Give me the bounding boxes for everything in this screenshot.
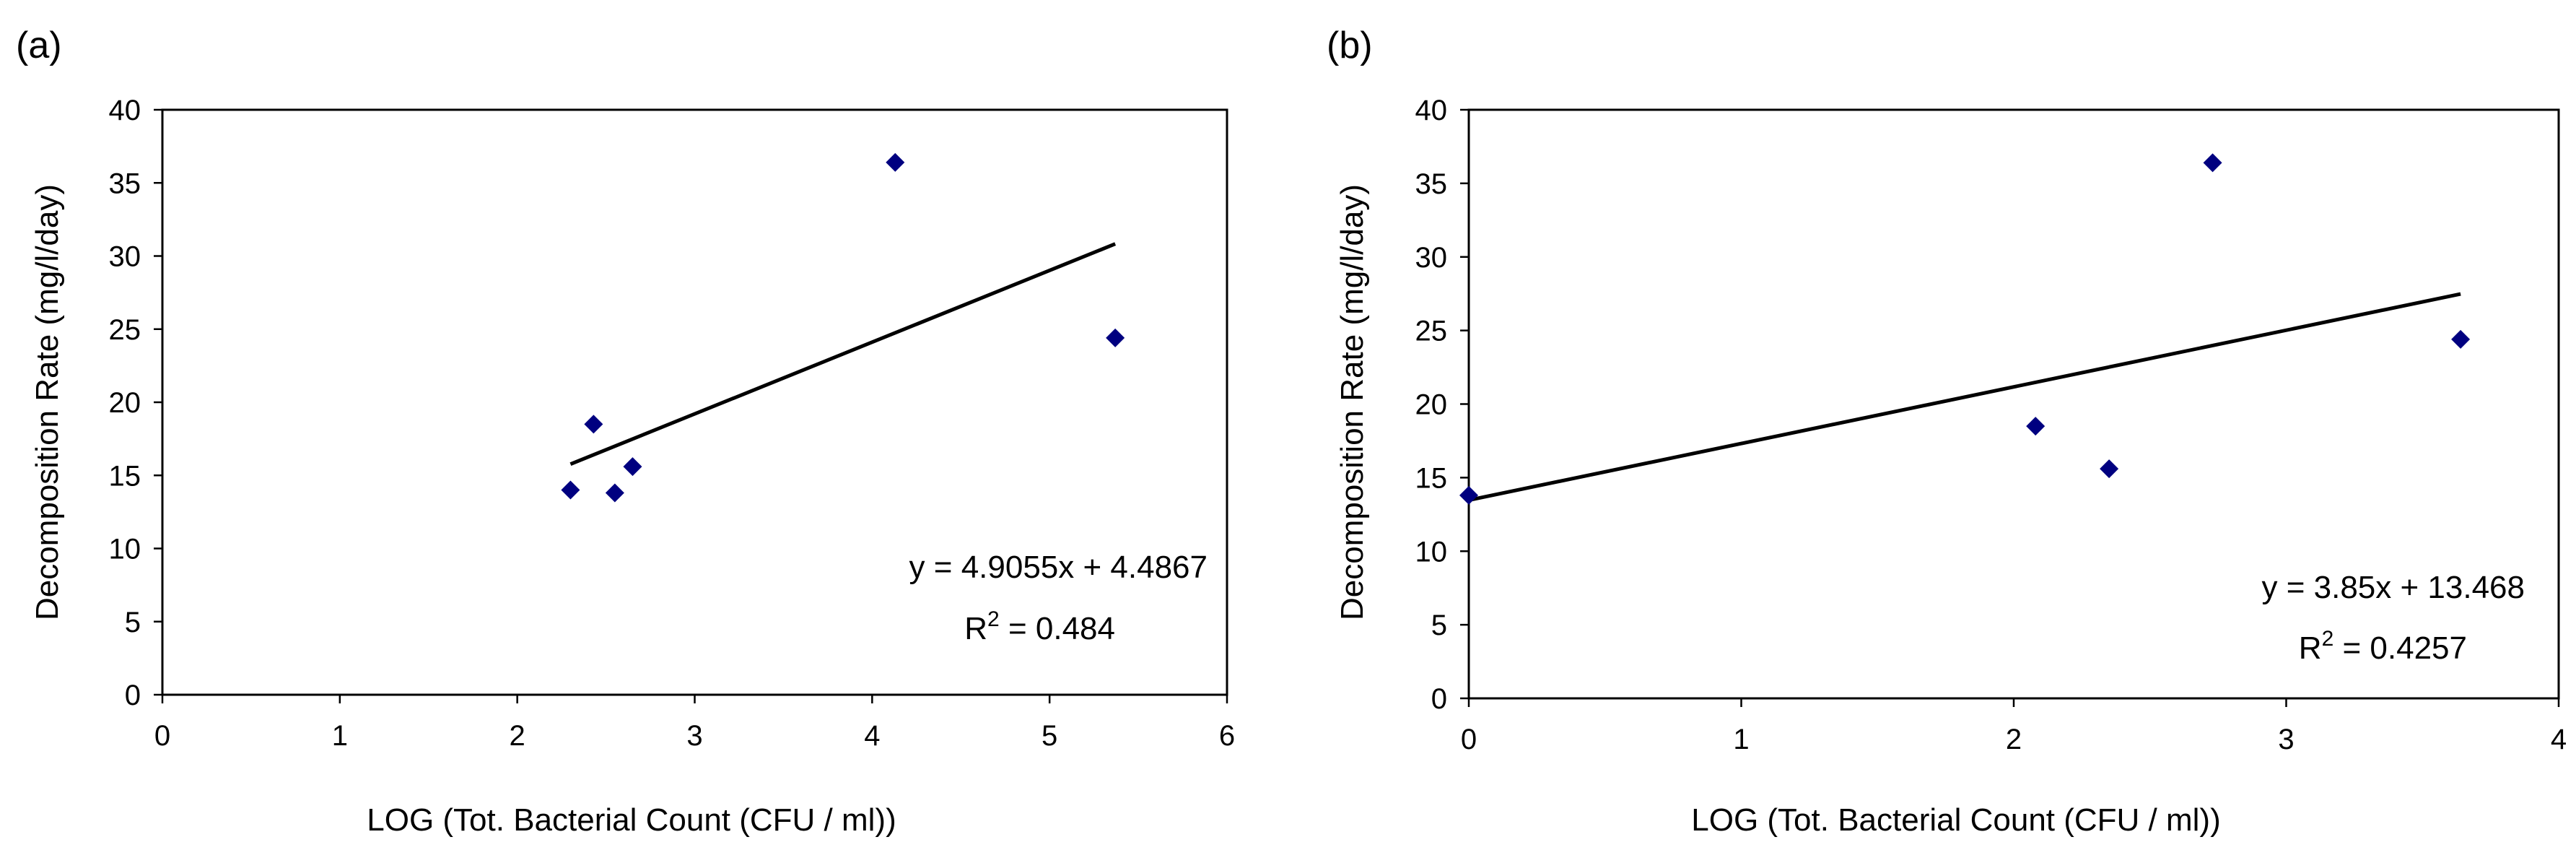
x-tick-label: 3: [2278, 724, 2294, 755]
y-tick-label: 20: [1415, 389, 1448, 421]
axis-ticks: 0 5 10 15 20 25 30 35 40 0 1 2 3 4 5 6: [109, 95, 1236, 752]
y-tick-label: 35: [1415, 168, 1448, 200]
x-tick-label: 1: [1733, 724, 1749, 755]
y-tick-label: 0: [1431, 683, 1447, 715]
plot-area: [1467, 108, 2560, 700]
y-tick-label: 35: [109, 168, 141, 199]
y-tick-label: 40: [1415, 95, 1448, 126]
trendline: [1468, 292, 2461, 503]
r-squared-superscript: 2: [987, 607, 1000, 631]
x-tick-label: 3: [686, 720, 702, 752]
y-tick-label: 5: [125, 607, 141, 638]
y-tick-label: 15: [1415, 462, 1448, 494]
data-point: [2203, 153, 2222, 173]
x-tick-label: 2: [2006, 724, 2022, 755]
data-point: [605, 483, 624, 503]
r-squared-symbol: R: [964, 611, 987, 646]
y-tick-label: 25: [1415, 316, 1448, 347]
data-point: [886, 152, 905, 172]
data-point: [584, 415, 603, 434]
y-tick-label: 30: [109, 241, 141, 273]
y-axis-label: Decomposition Rate (mg/l/day): [30, 184, 65, 620]
data-marks: [561, 152, 1125, 503]
x-tick-label: 5: [1042, 720, 1057, 752]
x-tick-label: 2: [510, 720, 525, 752]
x-axis-label: LOG (Tot. Bacterial Count (CFU / ml)): [1691, 802, 2220, 838]
y-tick-label: 10: [1415, 536, 1448, 568]
trendline-equation: y = 3.85x + 13.468: [2261, 570, 2525, 605]
r-squared-symbol: R: [2299, 630, 2322, 666]
chart-panel-a: (a) 0 5 10 15 20 25 30 35 40 0 1 2 3 4 5 6 LOG (Tot. Ba…: [16, 25, 1235, 838]
panel-label: (a): [16, 25, 62, 66]
y-axis-label: Decomposition Rate (mg/l/day): [1335, 184, 1370, 620]
x-tick-label: 6: [1219, 720, 1235, 752]
trendline-equation: y = 4.9055x + 4.4867: [909, 550, 1208, 585]
chart-panel-b: (b) 0 5 10 15 20 25 30 35 40 0 1 2 3 4 LOG (Tot. Bact…: [1327, 25, 2567, 838]
x-tick-label: 0: [154, 720, 170, 752]
plot-area: [161, 108, 1228, 696]
axis-ticks: 0 5 10 15 20 25 30 35 40 0 1 2 3 4: [1415, 95, 2567, 755]
r-squared-superscript: 2: [2322, 627, 2334, 651]
y-tick-label: 20: [109, 387, 141, 419]
data-point: [2100, 459, 2119, 479]
data-point: [623, 457, 642, 477]
r-squared-label: R2 = 0.4257: [2299, 627, 2467, 666]
x-tick-label: 4: [864, 720, 880, 752]
data-point: [2026, 417, 2045, 436]
panel-label: (b): [1327, 25, 1373, 66]
y-tick-label: 30: [1415, 242, 1448, 274]
y-tick-label: 5: [1431, 610, 1447, 641]
trendline: [569, 242, 1117, 466]
x-tick-label: 1: [332, 720, 348, 752]
y-tick-label: 0: [125, 680, 141, 711]
x-tick-label: 0: [1461, 724, 1477, 755]
r-squared-value: = 0.484: [1000, 611, 1115, 646]
r-squared-label: R2 = 0.484: [964, 607, 1115, 646]
r-squared-value: = 0.4257: [2333, 630, 2467, 666]
x-tick-label: 4: [2551, 724, 2567, 755]
data-point: [1459, 485, 1478, 505]
y-tick-label: 10: [109, 534, 141, 565]
data-point: [2451, 329, 2471, 349]
y-tick-label: 40: [109, 95, 141, 126]
x-axis-label: LOG (Tot. Bacterial Count (CFU / ml)): [367, 802, 896, 838]
data-marks: [1459, 153, 2471, 505]
y-tick-label: 25: [109, 314, 141, 346]
data-point: [1106, 328, 1125, 347]
y-tick-label: 15: [109, 460, 141, 492]
data-point: [561, 480, 580, 500]
